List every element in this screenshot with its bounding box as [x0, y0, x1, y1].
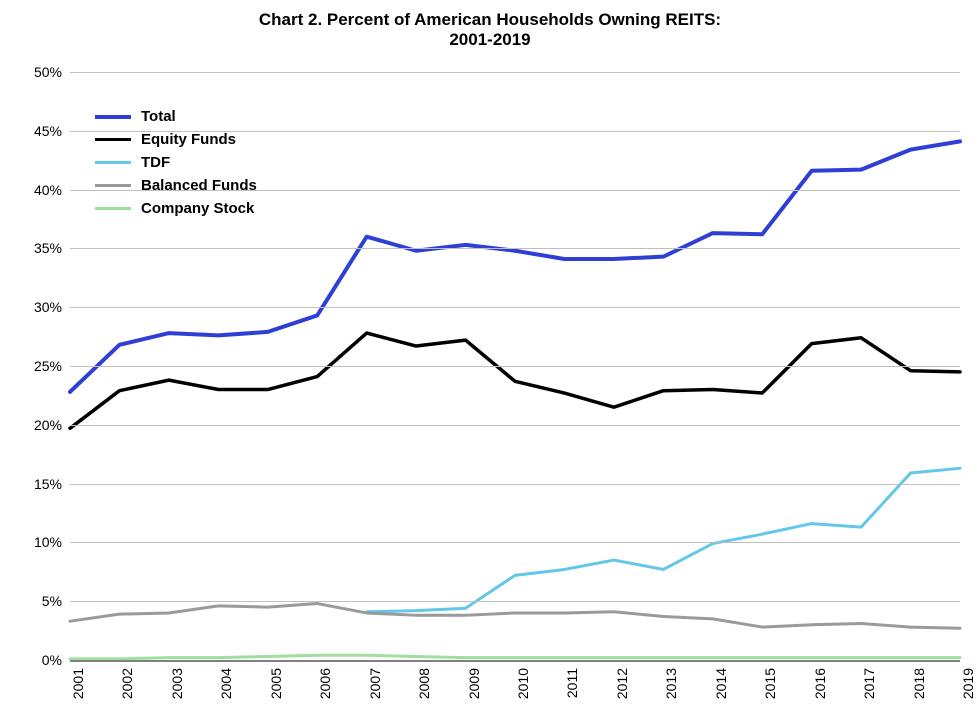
legend-swatch	[95, 184, 131, 187]
x-tick-label: 2002	[119, 668, 135, 699]
x-tick-label: 2009	[466, 668, 482, 699]
series-line-company-stock	[70, 655, 960, 659]
legend-label: Total	[141, 108, 176, 125]
series-line-balanced-funds	[70, 604, 960, 629]
legend-item-total: Total	[95, 108, 257, 125]
x-tick-label: 2015	[762, 668, 778, 699]
legend-label: TDF	[141, 154, 170, 171]
legend-swatch	[95, 161, 131, 164]
legend-item-equity-funds: Equity Funds	[95, 131, 257, 148]
x-tick-label: 2014	[713, 668, 729, 699]
x-tick-label: 2012	[614, 668, 630, 699]
y-tick-label: 10%	[34, 534, 62, 550]
x-tick-label: 2004	[218, 668, 234, 699]
chart-title: Chart 2. Percent of American Households …	[0, 10, 980, 51]
legend-item-company-stock: Company Stock	[95, 200, 257, 217]
gridline	[70, 484, 960, 485]
x-tick-label: 2017	[861, 668, 877, 699]
legend-label: Balanced Funds	[141, 177, 257, 194]
y-tick-label: 45%	[34, 123, 62, 139]
legend-swatch	[95, 138, 131, 141]
x-tick-label: 2011	[564, 668, 580, 698]
legend-item-balanced-funds: Balanced Funds	[95, 177, 257, 194]
y-tick-label: 15%	[34, 476, 62, 492]
y-tick-label: 0%	[42, 652, 62, 668]
y-tick-label: 5%	[42, 593, 62, 609]
x-tick-label: 2008	[416, 668, 432, 699]
gridline	[70, 601, 960, 602]
x-tick-label: 2006	[317, 668, 333, 699]
x-tick-label: 2001	[70, 668, 86, 699]
series-line-equity-funds	[70, 333, 960, 428]
x-tick-label: 2007	[367, 668, 383, 699]
gridline	[70, 307, 960, 308]
legend-swatch	[95, 115, 131, 119]
legend-label: Equity Funds	[141, 131, 236, 148]
y-tick-label: 40%	[34, 182, 62, 198]
legend-item-tdf: TDF	[95, 154, 257, 171]
chart-container: Chart 2. Percent of American Households …	[0, 0, 980, 723]
gridline	[70, 425, 960, 426]
gridline	[70, 542, 960, 543]
y-tick-label: 35%	[34, 240, 62, 256]
x-tick-label: 2016	[812, 668, 828, 699]
y-tick-label: 20%	[34, 417, 62, 433]
gridline	[70, 660, 960, 662]
x-tick-label: 2005	[268, 668, 284, 699]
chart-title-line1: Chart 2. Percent of American Households …	[0, 10, 980, 30]
x-tick-label: 2019	[960, 668, 976, 699]
legend-swatch	[95, 207, 131, 210]
gridline	[70, 72, 960, 73]
x-tick-label: 2003	[169, 668, 185, 699]
gridline	[70, 366, 960, 367]
x-tick-label: 2010	[515, 668, 531, 699]
y-tick-label: 25%	[34, 358, 62, 374]
y-tick-label: 30%	[34, 299, 62, 315]
legend-label: Company Stock	[141, 200, 254, 217]
gridline	[70, 248, 960, 249]
x-tick-label: 2013	[663, 668, 679, 699]
x-tick-label: 2018	[911, 668, 927, 699]
legend: Total Equity Funds TDF Balanced Funds Compan…	[95, 108, 257, 223]
y-tick-label: 50%	[34, 64, 62, 80]
series-line-tdf	[367, 468, 960, 611]
chart-title-line2: 2001-2019	[0, 30, 980, 50]
